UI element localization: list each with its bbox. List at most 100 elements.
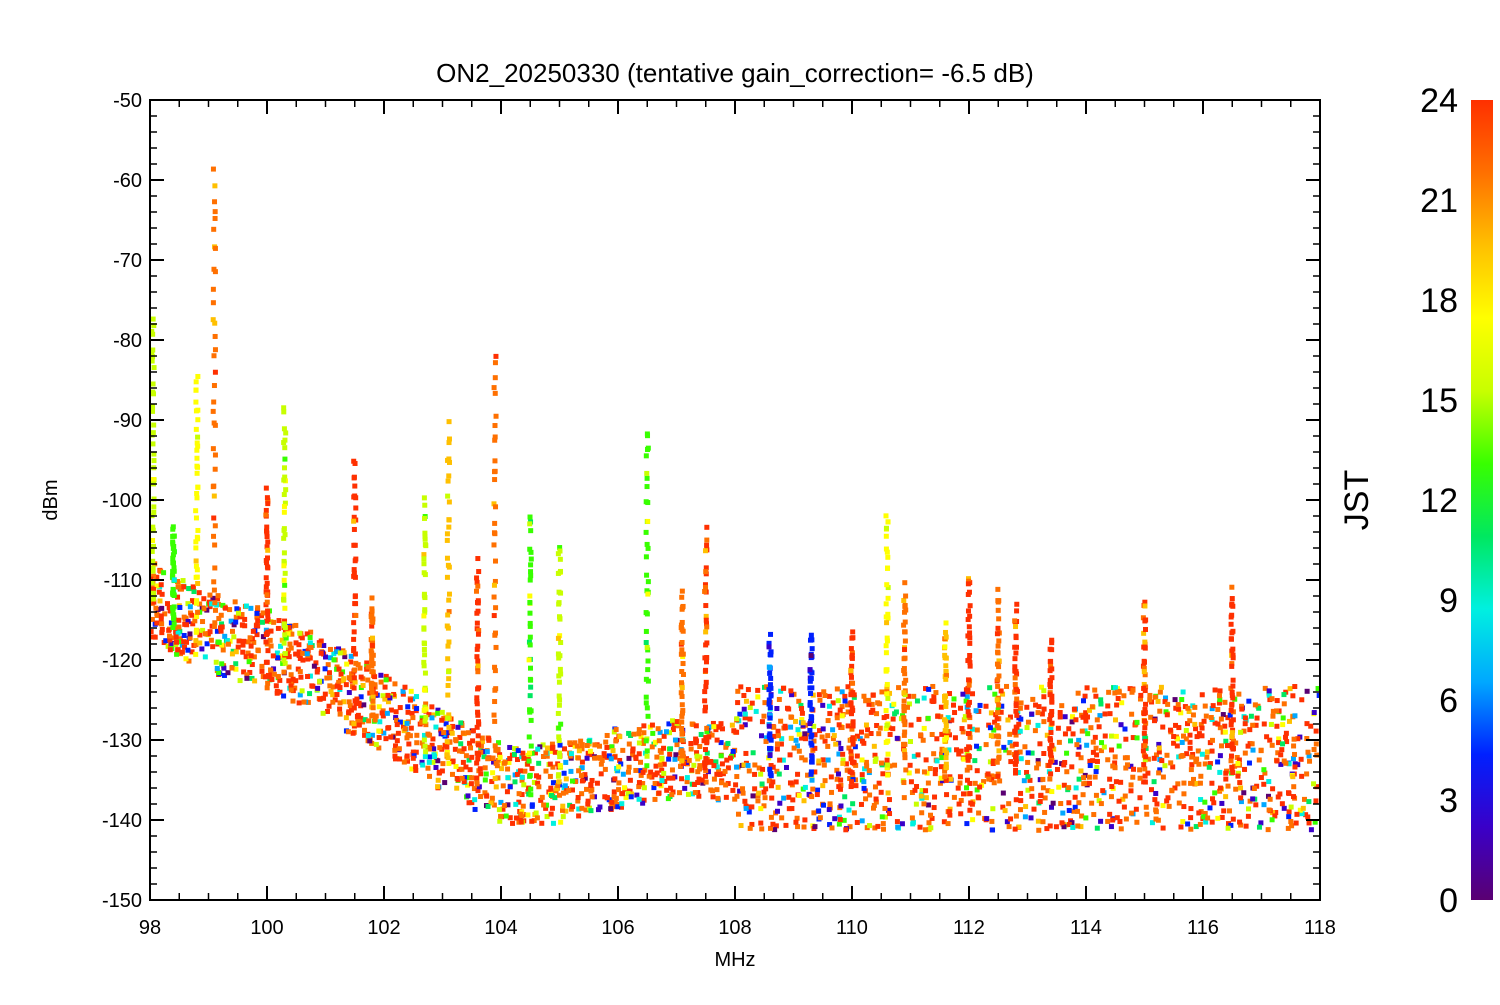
scatter-point [362,727,368,733]
scatter-point [901,715,907,721]
scatter-point [187,635,193,641]
scatter-point [678,690,684,696]
scatter-point [643,738,649,744]
scatter-point [202,631,208,637]
scatter-point [801,824,807,830]
scatter-point [1118,722,1124,728]
scatter-point [263,512,269,518]
scatter-point [1291,794,1297,800]
scatter-point [645,545,651,551]
scatter-point [1087,758,1093,764]
scatter-point [794,743,800,749]
scatter-point [1057,710,1063,716]
scatter-point [1041,719,1047,725]
scatter-point [1035,722,1041,728]
scatter-point [452,746,458,752]
scatter-point [836,751,842,757]
scatter-point [760,766,766,772]
scatter-point [572,740,578,746]
scatter-point [1069,820,1075,826]
scatter-point [645,667,651,673]
scatter-point [943,634,949,640]
scatter-point [422,572,428,578]
scatter-point [807,667,813,673]
scatter-point [884,638,890,644]
scatter-point [526,639,532,645]
scatter-point [484,749,490,755]
scatter-point [297,692,303,698]
scatter-point [791,745,797,751]
scatter-point [505,775,511,781]
scatter-point [1098,697,1104,703]
scatter-point [506,760,512,766]
scatter-point [211,533,217,539]
scatter-point [218,628,224,634]
scatter-point [382,684,388,690]
scatter-point [281,477,287,483]
scatter-point [1248,713,1254,719]
scatter-point [1267,737,1273,743]
scatter-point [745,762,751,768]
scatter-point [995,649,1001,655]
scatter-point [899,821,905,827]
scatter-point [656,790,662,796]
scatter-point [796,731,802,737]
scatter-point [1012,664,1018,670]
scatter-point [849,650,855,656]
scatter-point [1152,797,1158,803]
scatter-point [167,647,173,653]
scatter-point [181,632,187,638]
scatter-point [245,639,251,645]
scatter-point [1288,804,1294,810]
scatter-point [849,655,855,661]
scatter-point [643,554,649,560]
scatter-point [859,757,865,763]
scatter-point [911,753,917,759]
scatter-point [528,556,534,562]
scatter-point [738,684,744,690]
scatter-point [828,774,834,780]
scatter-point [175,630,181,636]
scatter-point [1114,702,1120,708]
scatter-point [1004,683,1010,689]
scatter-point [902,647,908,653]
scatter-point [872,825,878,831]
scatter-point [1172,697,1178,703]
scatter-point [227,607,233,613]
scatter-point [1086,774,1092,780]
scatter-point [1228,822,1234,828]
scatter-point [1285,790,1291,796]
scatter-point [449,730,455,736]
scatter-point [696,776,702,782]
scatter-point [527,709,533,715]
scatter-point [742,715,748,721]
scatter-point [212,199,218,205]
scatter-point [618,761,624,767]
scatter-point [401,759,407,765]
scatter-point [902,629,908,635]
scatter-point [195,609,201,615]
scatter-point [838,803,844,809]
scatter-point [1048,663,1054,669]
scatter-point [612,800,618,806]
scatter-point [871,743,877,749]
scatter-point [470,728,476,734]
scatter-point [171,577,177,583]
scatter-point [945,821,951,827]
scatter-point [1098,818,1104,824]
scatter-point [265,680,271,686]
scatter-point [724,757,730,763]
scatter-point [845,702,851,708]
scatter-point [921,695,927,701]
scatter-point [870,692,876,698]
scatter-point [154,612,160,618]
scatter-point [652,780,658,786]
scatter-point [410,715,416,721]
scatter-point [369,613,375,619]
scatter-point [749,804,755,810]
scatter-point [492,360,498,366]
scatter-point [586,805,592,811]
scatter-point [1066,800,1072,806]
scatter-point [421,687,427,693]
scatter-point [942,774,948,780]
